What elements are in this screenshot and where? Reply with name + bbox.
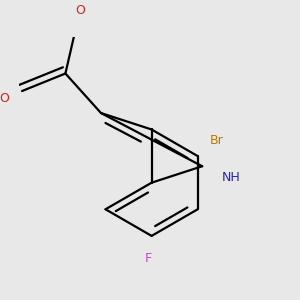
Text: Br: Br [210,134,224,147]
Text: O: O [75,4,85,17]
Text: F: F [145,251,152,265]
Text: O: O [0,92,9,105]
Text: NH: NH [221,171,240,184]
